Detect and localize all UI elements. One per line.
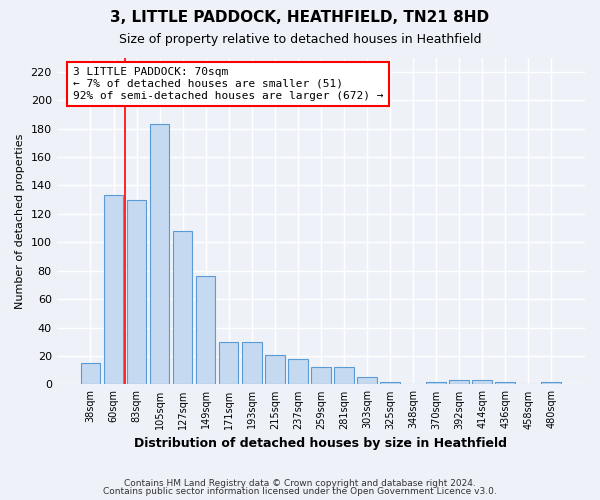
Text: Contains public sector information licensed under the Open Government Licence v3: Contains public sector information licen… <box>103 487 497 496</box>
Bar <box>426 382 446 384</box>
Bar <box>150 124 169 384</box>
Bar <box>541 382 561 384</box>
X-axis label: Distribution of detached houses by size in Heathfield: Distribution of detached houses by size … <box>134 437 508 450</box>
Bar <box>472 380 492 384</box>
Bar <box>80 363 100 384</box>
Bar <box>334 368 353 384</box>
Bar <box>496 382 515 384</box>
Text: 3 LITTLE PADDOCK: 70sqm
← 7% of detached houses are smaller (51)
92% of semi-det: 3 LITTLE PADDOCK: 70sqm ← 7% of detached… <box>73 68 383 100</box>
Bar <box>196 276 215 384</box>
Text: 3, LITTLE PADDOCK, HEATHFIELD, TN21 8HD: 3, LITTLE PADDOCK, HEATHFIELD, TN21 8HD <box>110 10 490 25</box>
Text: Size of property relative to detached houses in Heathfield: Size of property relative to detached ho… <box>119 32 481 46</box>
Bar <box>380 382 400 384</box>
Y-axis label: Number of detached properties: Number of detached properties <box>15 134 25 308</box>
Bar <box>104 196 123 384</box>
Bar <box>219 342 238 384</box>
Text: Contains HM Land Registry data © Crown copyright and database right 2024.: Contains HM Land Registry data © Crown c… <box>124 478 476 488</box>
Bar <box>449 380 469 384</box>
Bar <box>357 378 377 384</box>
Bar <box>242 342 262 384</box>
Bar <box>311 368 331 384</box>
Bar <box>265 354 284 384</box>
Bar <box>173 231 193 384</box>
Bar <box>288 359 308 384</box>
Bar <box>127 200 146 384</box>
